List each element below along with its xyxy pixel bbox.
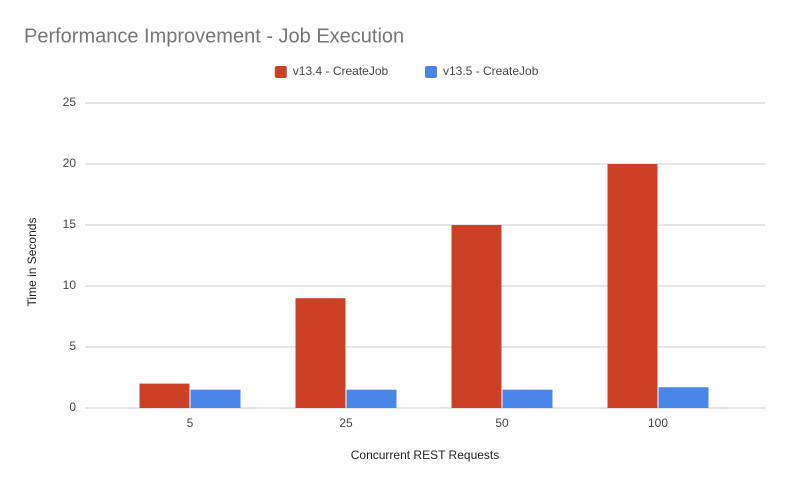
bar [607, 164, 658, 408]
y-tick-label: 5 [69, 339, 76, 353]
legend-label: v13.5 - CreateJob [443, 64, 539, 78]
bar [139, 383, 190, 408]
bar [502, 389, 553, 408]
x-tick-label: 25 [339, 416, 353, 430]
x-axis-label: Concurrent REST Requests [351, 448, 500, 462]
legend-label: v13.4 - CreateJob [293, 64, 389, 78]
bar [295, 298, 346, 408]
legend-swatch [274, 66, 287, 78]
y-tick-label: 25 [63, 95, 77, 109]
y-tick-label: 15 [63, 217, 77, 231]
x-tick-label: 100 [648, 416, 668, 430]
y-tick-label: 20 [63, 156, 77, 170]
bar [346, 389, 397, 408]
chart-title: Performance Improvement - Job Execution [24, 25, 404, 47]
bar [451, 225, 502, 408]
x-tick-label: 5 [187, 416, 194, 430]
legend-swatch [425, 66, 437, 78]
y-tick-label: 10 [63, 278, 77, 292]
y-tick-label: 0 [69, 400, 76, 414]
x-tick-label: 50 [495, 416, 509, 430]
bar [190, 389, 241, 408]
bar [658, 387, 709, 408]
y-axis-label: Time in Seconds [25, 218, 39, 307]
